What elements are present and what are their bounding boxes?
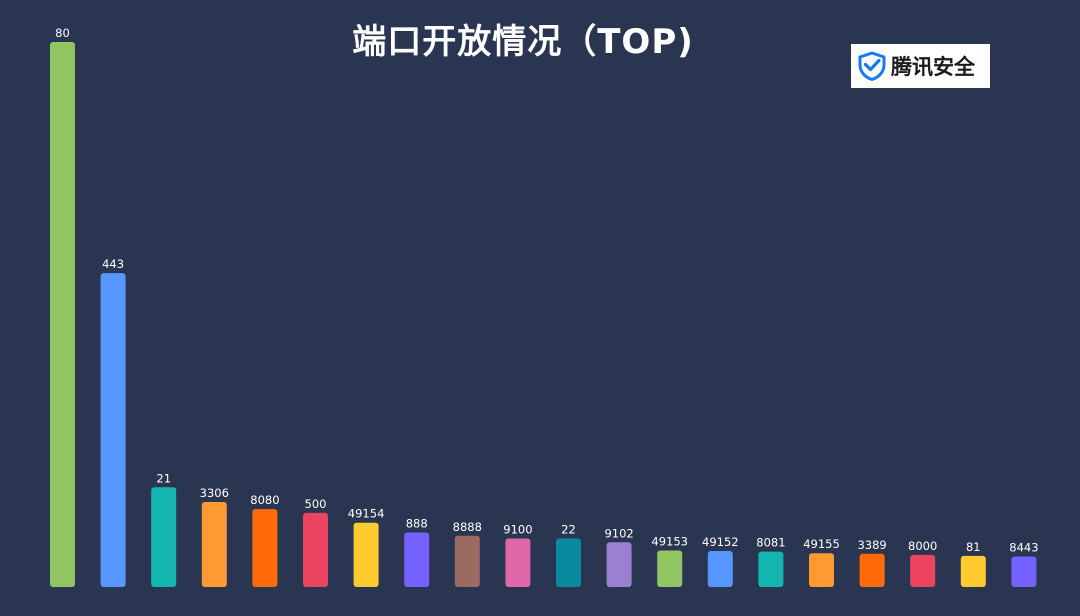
bar-8888 <box>454 535 480 587</box>
bar-81 <box>960 555 986 587</box>
bar-label-443: 443 <box>102 257 124 271</box>
chart-title: 端口开放情况（TOP) <box>352 22 694 62</box>
bar-9102 <box>606 542 632 587</box>
bar-49155 <box>809 553 834 587</box>
bar-label-8000: 8000 <box>908 539 937 553</box>
bar-label-21: 21 <box>156 471 171 485</box>
bar-label-9100: 9100 <box>503 522 532 536</box>
bar-22 <box>556 538 581 587</box>
bar-3389 <box>859 553 885 587</box>
bar-500 <box>303 512 328 587</box>
bar-label-80: 80 <box>55 26 70 40</box>
bar-label-888: 888 <box>406 517 428 531</box>
bar-888 <box>404 532 430 587</box>
bar-label-500: 500 <box>305 497 327 511</box>
bar-label-8888: 8888 <box>453 520 482 534</box>
bar-80 <box>50 42 75 587</box>
bar-8081 <box>758 551 784 587</box>
shield-check-icon <box>858 51 886 81</box>
bar-49152 <box>707 551 733 587</box>
bar-label-8081: 8081 <box>756 536 785 550</box>
bar-label-8443: 8443 <box>1009 540 1038 554</box>
bar-label-3306: 3306 <box>200 486 229 500</box>
bar-49153 <box>657 550 683 587</box>
bar-label-49155: 49155 <box>803 537 840 551</box>
bar-49154 <box>353 522 379 587</box>
bar-label-49152: 49152 <box>702 535 739 549</box>
bar-443 <box>100 273 126 587</box>
bar-label-9102: 9102 <box>604 526 633 540</box>
bar-3306 <box>201 501 227 587</box>
logo-text: 腾讯安全 <box>891 55 975 79</box>
bar-label-49154: 49154 <box>348 507 385 521</box>
bar-8443 <box>1011 556 1037 587</box>
bar-9100 <box>505 538 531 587</box>
bar-label-49153: 49153 <box>651 534 688 548</box>
bar-label-22: 22 <box>561 522 576 536</box>
bar-label-8080: 8080 <box>250 493 279 507</box>
bar-8080 <box>252 509 278 587</box>
tencent-security-logo: 腾讯安全 <box>851 44 990 88</box>
bar-21 <box>151 487 177 587</box>
bar-label-3389: 3389 <box>857 538 886 552</box>
bar-label-81: 81 <box>966 540 981 554</box>
bar-8000 <box>910 554 936 587</box>
